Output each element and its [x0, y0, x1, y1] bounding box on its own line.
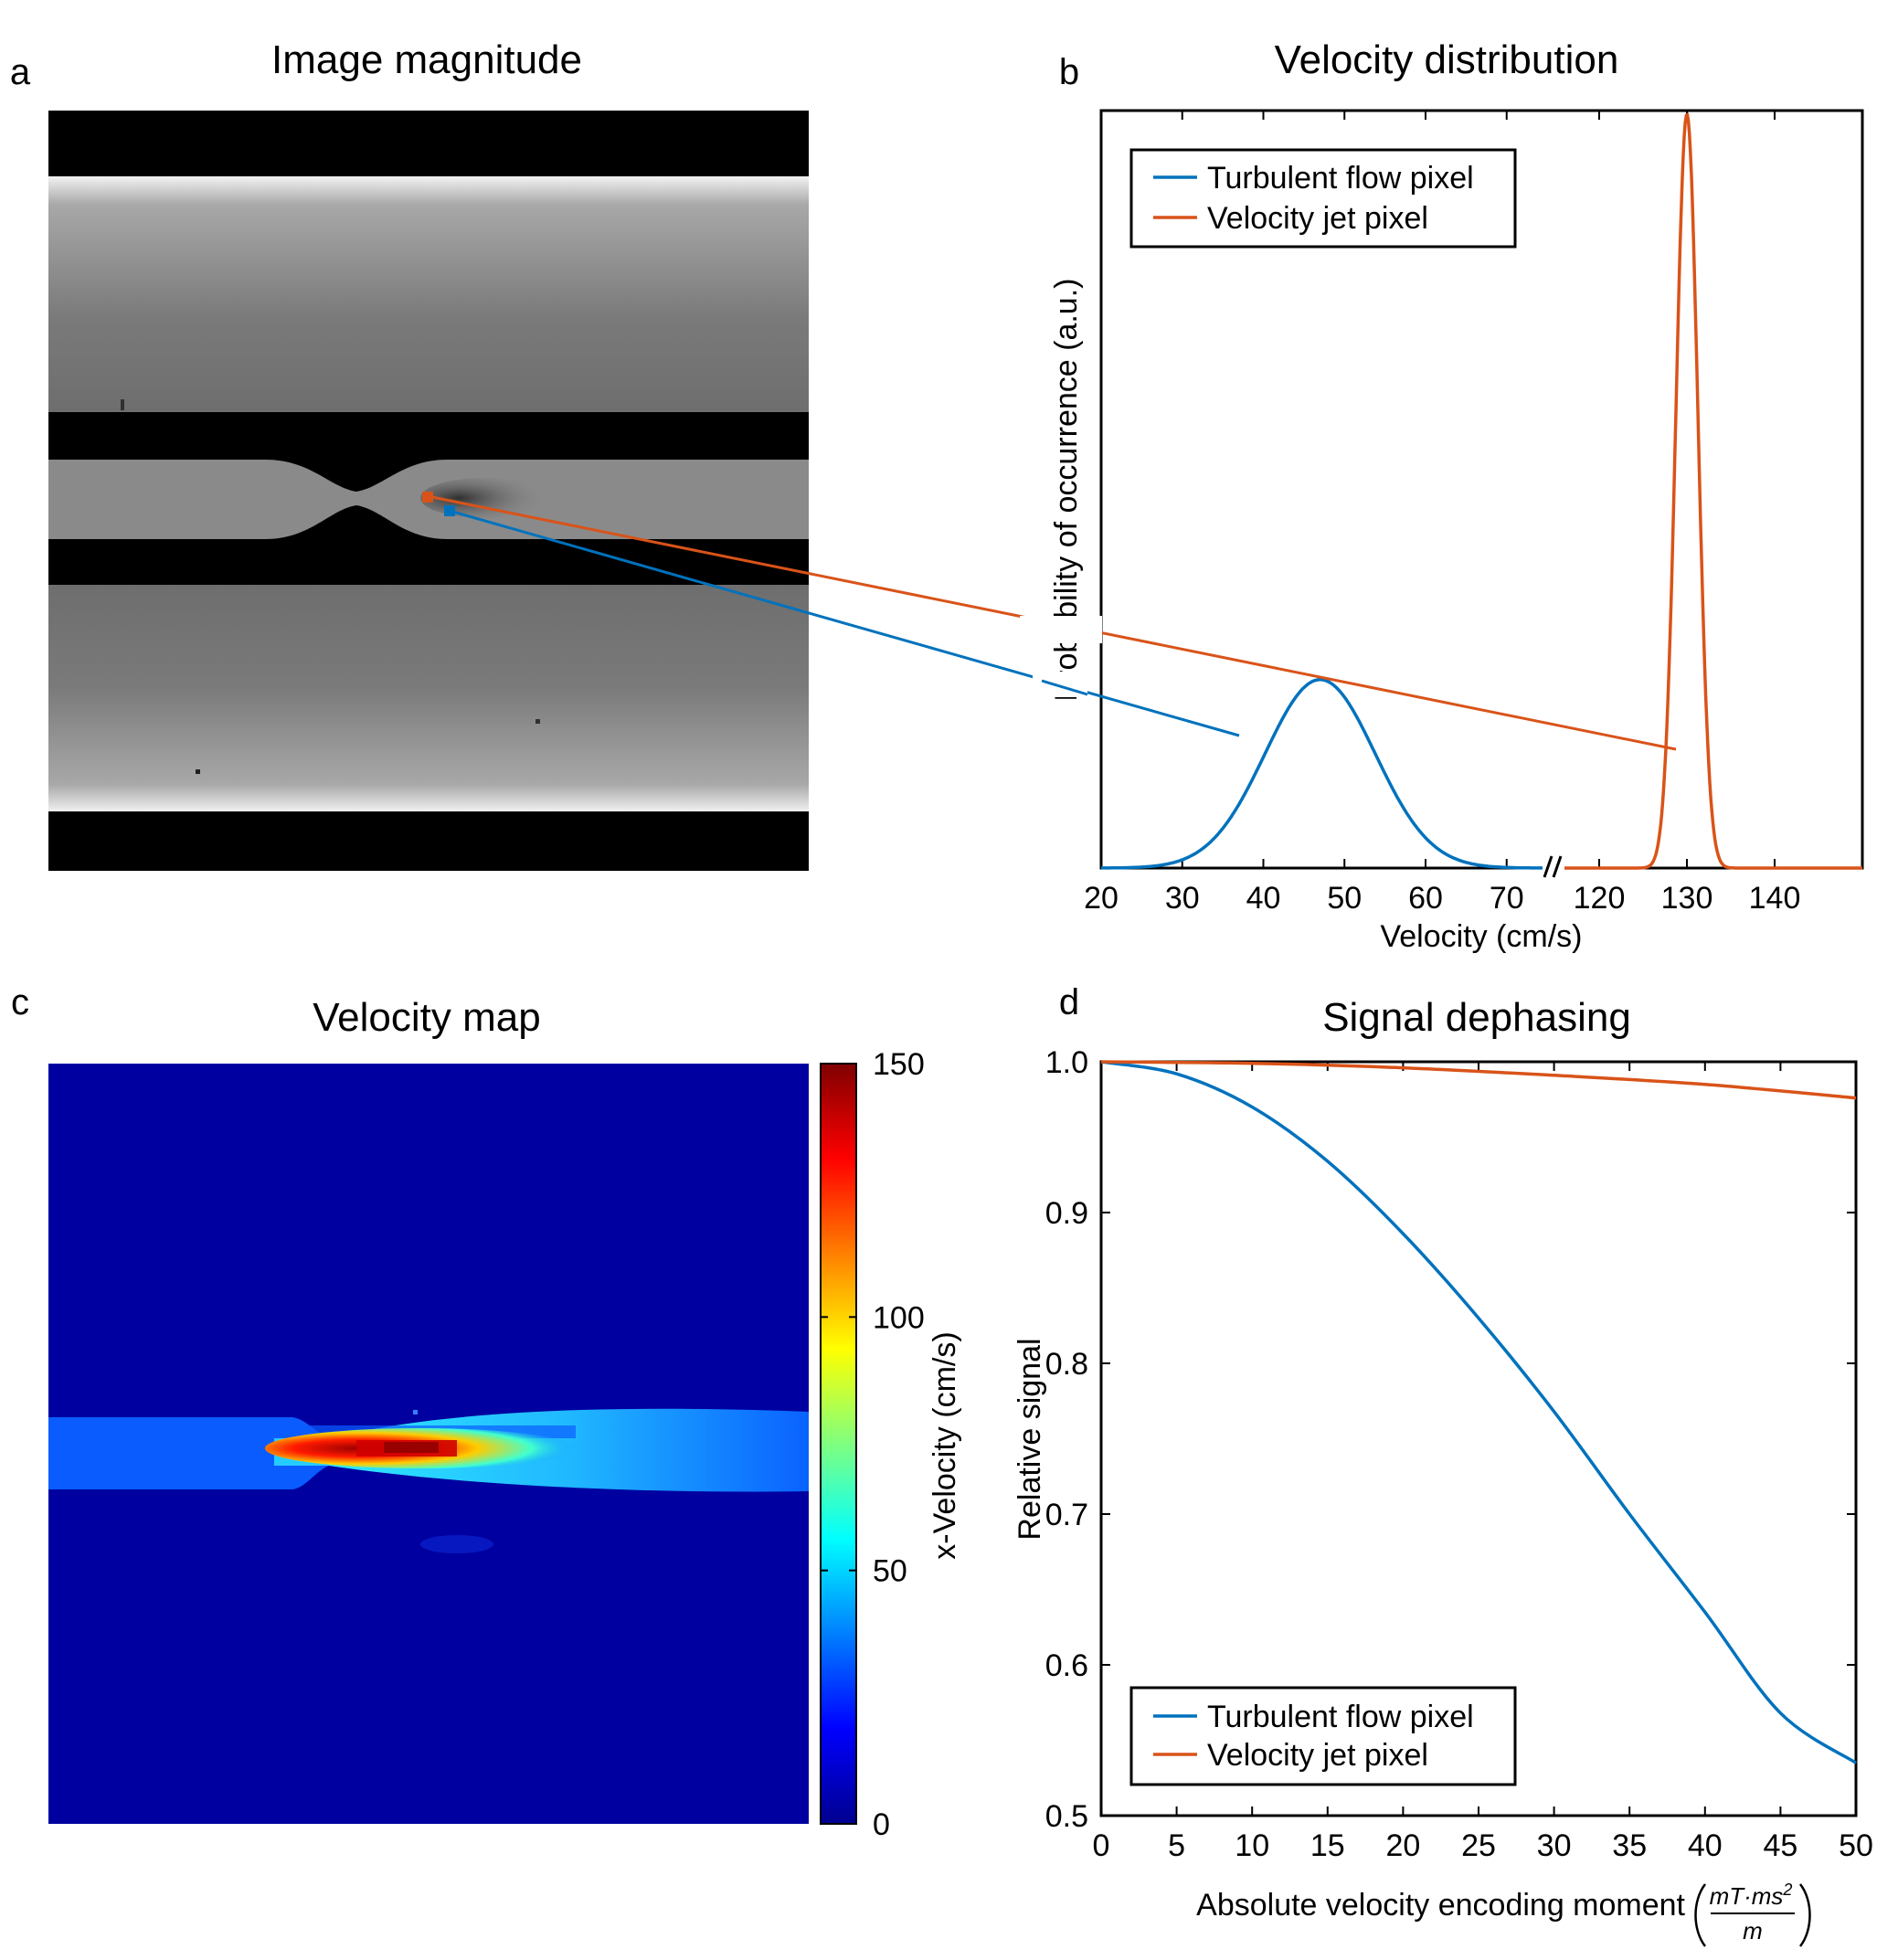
- plot-d-ytick-label: 0.6: [1045, 1648, 1088, 1683]
- legend-turbulent-label: Turbulent flow pixel: [1207, 1700, 1474, 1734]
- upper-tube: [48, 176, 809, 412]
- artifact-dot: [121, 399, 124, 410]
- plot-d-xtick-label: 50: [1839, 1828, 1873, 1863]
- plot-b-xtick-label: 130: [1661, 881, 1713, 916]
- plot-d-xtick-label: 45: [1763, 1828, 1797, 1863]
- artifact-dot: [196, 769, 200, 774]
- plot-b-xtick-label: 50: [1327, 881, 1362, 916]
- plot-d-xtick-label: 30: [1537, 1828, 1572, 1863]
- plot-d-ytick-label: 0.5: [1045, 1799, 1088, 1834]
- panel-d-letter: d: [1059, 982, 1079, 1022]
- panel-b-letter: b: [1059, 52, 1079, 92]
- plot-d-ytick-label: 0.9: [1045, 1196, 1088, 1231]
- plot-d-legend: Turbulent flow pixel Velocity jet pixel: [1129, 1686, 1517, 1786]
- legend-box: [1129, 1686, 1517, 1786]
- axis-break-marker: //: [1543, 850, 1564, 883]
- colorbar-gradient: [820, 1063, 857, 1825]
- plot-d-xlabel: Absolute velocity encoding moment mT·ms2…: [1196, 1881, 1811, 1947]
- connector-turbulent: [449, 509, 1240, 737]
- panel-a-title: Image magnitude: [271, 37, 582, 82]
- connector-turbulent-resume: [1041, 679, 1088, 696]
- plot-b-xtick-label: 140: [1749, 881, 1801, 916]
- plot-b-xtick-label: 70: [1490, 881, 1524, 916]
- panel-b-title: Velocity distribution: [1275, 37, 1619, 82]
- plot-b-legend: Turbulent flow pixel Velocity jet pixel: [1129, 148, 1517, 249]
- plot-b-xlabel: Velocity (cm/s): [1380, 919, 1582, 954]
- colorbar-label: x-Velocity (cm/s): [928, 1331, 962, 1559]
- plot-d-ytick-label: 1.0: [1045, 1045, 1088, 1080]
- plot-d-ticks: 0 5 10 15 20 25 30 35 40 45 50 0.5 0.6 0.7 0.8 0.9 1.0: [1045, 1045, 1873, 1863]
- panel-c-title: Velocity map: [313, 995, 540, 1040]
- colorbar-tick-label: 100: [873, 1300, 925, 1335]
- artifact-dot: [535, 719, 540, 724]
- colorbar-ticks: 0 50 100 150: [821, 1047, 925, 1842]
- panel-a: a Image magnitude: [10, 37, 809, 871]
- plot-d-xtick-label: 20: [1385, 1828, 1420, 1863]
- plot-b-xtick-label: 60: [1408, 881, 1443, 916]
- legend-turbulent-label: Turbulent flow pixel: [1207, 161, 1474, 196]
- plot-d-xtick-label: 5: [1168, 1828, 1185, 1863]
- colorbar: 0 50 100 150 x-Velocity (cm/s): [820, 1047, 962, 1842]
- xlabel-paren-right: [1798, 1883, 1811, 1947]
- plot-d-xtick-label: 35: [1612, 1828, 1647, 1863]
- panel-c-letter: c: [11, 982, 29, 1022]
- plot-d-ytick-label: 0.8: [1045, 1347, 1088, 1382]
- jet-peak-max: [384, 1442, 439, 1453]
- magnitude-image: [48, 111, 809, 871]
- plot-b-xtick-label: 20: [1084, 881, 1119, 916]
- plot-d-xtick-label: 25: [1461, 1828, 1496, 1863]
- plot-d-xtick-label: 0: [1093, 1828, 1110, 1863]
- inflow-region: [48, 1417, 329, 1489]
- connector-gap-upper: [1020, 616, 1102, 643]
- panel-d-title: Signal dephasing: [1322, 995, 1631, 1040]
- legend-box: [1129, 148, 1517, 249]
- noise-dot: [413, 1410, 418, 1414]
- series-turbulent-distribution: [1101, 678, 1555, 870]
- series-jet-signal: [1100, 1060, 1857, 1100]
- velocity-map-image: [48, 1064, 809, 1824]
- legend-jet-label: Velocity jet pixel: [1207, 1738, 1428, 1773]
- xlabel-unit-numerator: mT·ms2: [1710, 1881, 1793, 1910]
- plot-d-xtick-label: 15: [1310, 1828, 1345, 1863]
- plot-b-ticks: 20 30 40 50 60 70 120 130 140: [1084, 111, 1800, 916]
- colorbar-tick-label: 150: [873, 1047, 925, 1082]
- lower-tube: [48, 585, 809, 811]
- xlabel-paren-left: [1694, 1883, 1707, 1947]
- panel-d: d Signal dephasing 0 5 10 15 20 25 30 35 40 45 500…: [1013, 982, 1873, 1947]
- plot-d-xtick-label: 40: [1688, 1828, 1723, 1863]
- colorbar-tick-label: 0: [873, 1807, 890, 1842]
- recirculation-spot: [420, 1535, 493, 1553]
- plot-b-xtick-label: 120: [1574, 881, 1626, 916]
- plot-b-xtick-label: 40: [1246, 881, 1281, 916]
- panel-a-letter: a: [10, 52, 31, 92]
- colorbar-tick-label: 50: [873, 1554, 907, 1589]
- plot-d-ylabel: Relative signal: [1013, 1338, 1047, 1540]
- panel-c: c Velocity map 0 50 100 150 x-Velocity (cm/…: [11, 982, 962, 1842]
- plot-d-xtick-label: 10: [1235, 1828, 1269, 1863]
- plot-b-xtick-label: 30: [1165, 881, 1200, 916]
- plot-d-xlabel-text: Absolute velocity encoding moment: [1196, 1888, 1685, 1923]
- xlabel-unit-denominator: m: [1743, 1917, 1763, 1944]
- legend-jet-label: Velocity jet pixel: [1207, 201, 1428, 236]
- plot-d-ytick-label: 0.7: [1045, 1498, 1088, 1532]
- series-jet-distribution: [1555, 112, 1862, 870]
- series-turbulent-signal: [1100, 1060, 1857, 1764]
